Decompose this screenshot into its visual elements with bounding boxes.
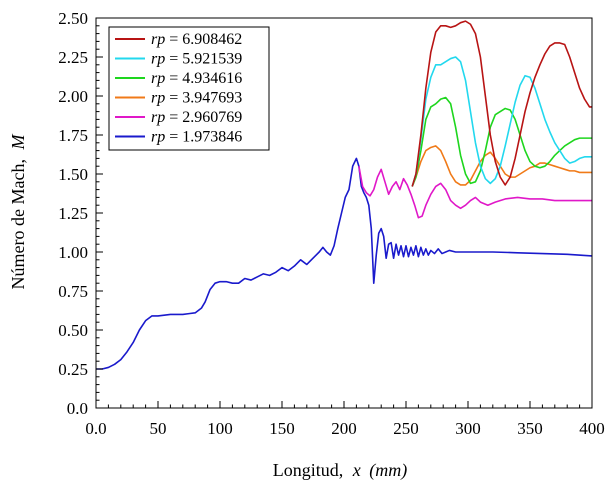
x-axis-label-unit: (mm): [369, 460, 407, 481]
series-line-rp-4.934616: [411, 96, 592, 187]
x-tick-label: 350: [517, 419, 543, 438]
x-tick-label: 0.0: [85, 419, 106, 438]
legend-value: 4.934616: [182, 70, 242, 87]
series-line-rp-2.960769: [358, 166, 592, 219]
x-tick-label: 50: [150, 419, 167, 438]
x-tick-label: 300: [455, 419, 481, 438]
legend-value: 1.973846: [182, 129, 242, 146]
y-tick-label: 0.50: [58, 321, 88, 340]
y-tick-label: 0.25: [58, 360, 88, 379]
legend-value: 3.947693: [182, 90, 242, 107]
legend-var: rp: [151, 31, 165, 48]
legend-eq: =: [165, 31, 182, 48]
legend-eq: =: [165, 70, 182, 87]
y-tick-label: 1.25: [58, 204, 88, 223]
legend-box: [108, 26, 270, 151]
legend-entry-label: rp = 2.960769: [151, 109, 242, 126]
y-axis-label: Número de Mach, M: [8, 134, 28, 290]
legend-entry-label: rp = 6.908462: [151, 31, 242, 48]
legend-value: 5.921539: [182, 51, 242, 68]
legend-var: rp: [151, 90, 165, 107]
series-line-rp-3.947693: [411, 145, 592, 187]
legend-value: 2.960769: [182, 109, 242, 126]
y-tick-label: 2.25: [58, 48, 88, 67]
legend-entry-label: rp = 1.973846: [151, 129, 242, 146]
y-tick-label: 1.75: [58, 126, 88, 145]
x-tick-label: 150: [269, 419, 295, 438]
series-line-rp-1.973846: [96, 157, 593, 370]
x-tick-label: 200: [331, 419, 357, 438]
x-axis-label-var: x: [352, 460, 361, 480]
axes-layer: 0.0 50 100 150 200 250 300 350 400 0.0 0.25 0.50 0.7…: [58, 9, 605, 438]
legend-eq: =: [165, 90, 182, 107]
x-axis-label-prefix: Longitud,: [273, 460, 344, 480]
legend-eq: =: [165, 51, 182, 68]
x-tick-label: 250: [393, 419, 419, 438]
y-axis-label-prefix: Número de Mach,: [8, 159, 28, 289]
legend-entry-label: rp = 5.921539: [151, 51, 242, 68]
legend-entry-label: rp = 4.934616: [151, 70, 242, 87]
series-line-rp-5.921539: [411, 56, 592, 187]
legend-var: rp: [151, 51, 165, 68]
x-tick-label: 400: [579, 419, 605, 438]
y-tick-label: 0.0: [67, 399, 88, 418]
y-tick-label: 2.00: [58, 87, 88, 106]
y-tick-label: 0.75: [58, 282, 88, 301]
legend-entry-label: rp = 3.947693: [151, 90, 242, 107]
y-tick-label: 2.50: [58, 9, 88, 28]
y-tick-label: 1.00: [58, 243, 88, 262]
legend-value: 6.908462: [182, 31, 242, 48]
legend-eq: =: [165, 129, 182, 146]
legend-var: rp: [151, 129, 165, 146]
x-tick-label: 100: [207, 419, 233, 438]
x-axis-label: Longitud, x (mm): [273, 460, 408, 481]
y-axis-label-var: M: [8, 134, 28, 151]
y-tick-label: 1.50: [58, 165, 88, 184]
legend-var: rp: [151, 70, 165, 87]
series-layer: [96, 20, 593, 370]
legend-eq: =: [165, 109, 182, 126]
legend-var: rp: [151, 109, 165, 126]
series-line-rp-6.908462: [411, 20, 592, 187]
